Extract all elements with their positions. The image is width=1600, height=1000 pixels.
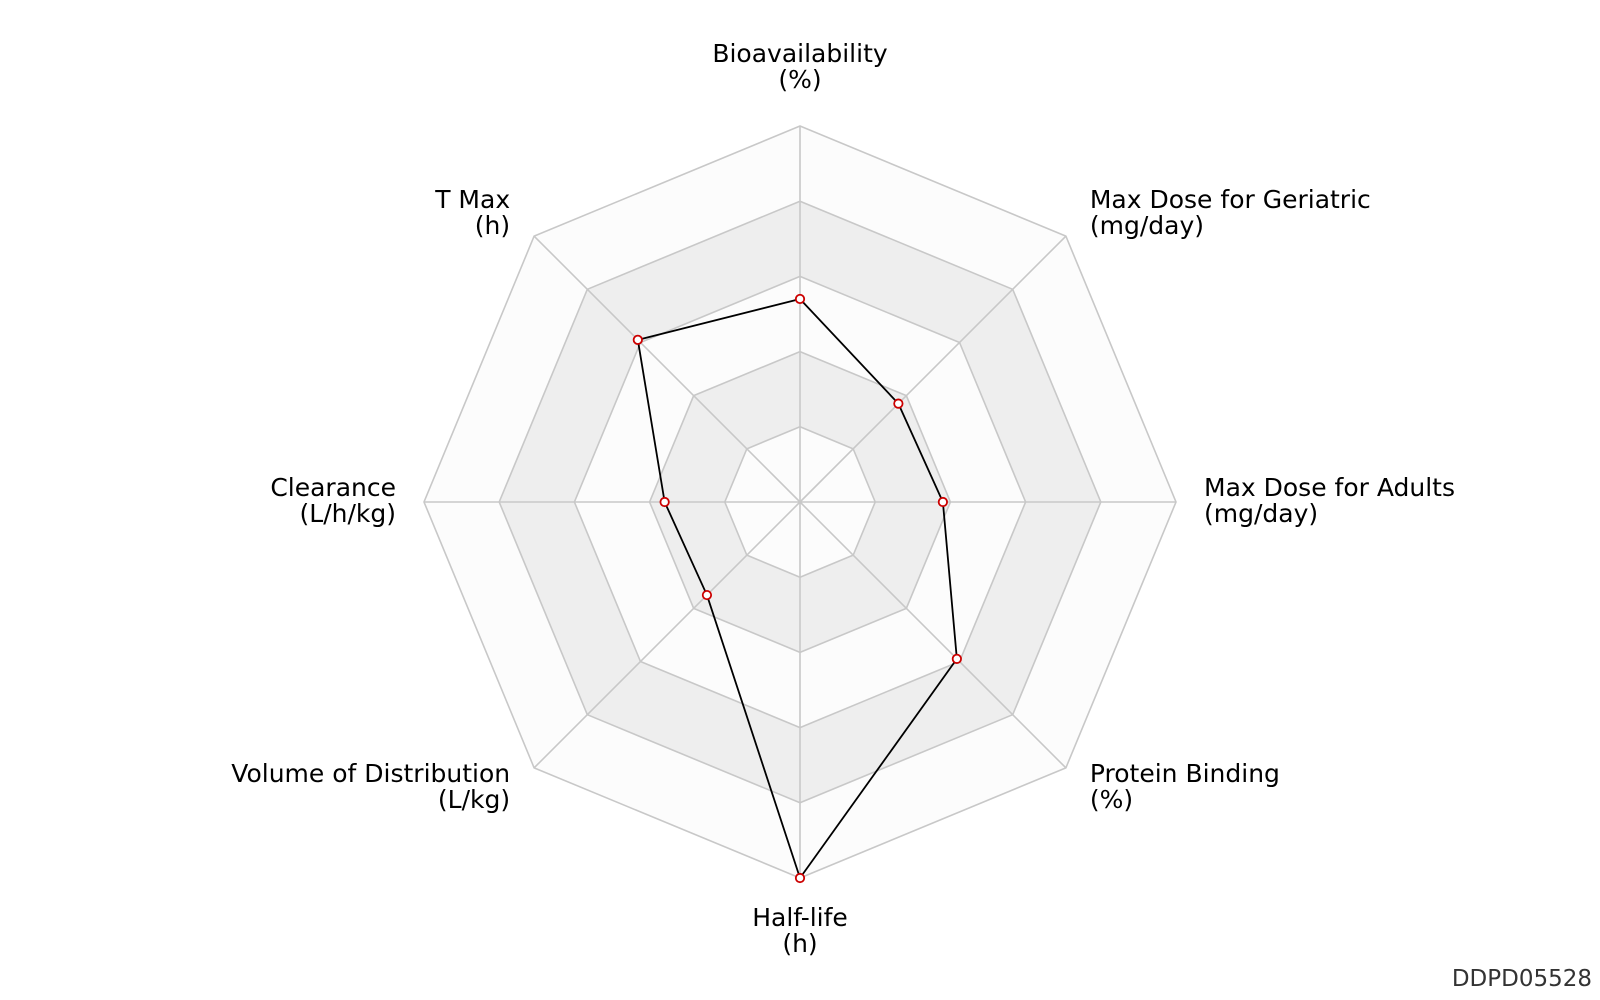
data-point-1 bbox=[794, 293, 806, 305]
axis-label-unit-3: (mg/day) bbox=[1204, 499, 1318, 528]
axis-label-name-4: Protein Binding bbox=[1090, 759, 1280, 788]
axis-label-name-8: T Max bbox=[434, 185, 510, 214]
radar-series bbox=[632, 293, 962, 884]
radar-spoke-8 bbox=[533, 235, 801, 503]
axis-label-unit-4: (%) bbox=[1090, 785, 1133, 814]
axis-label-name-1: Bioavailability bbox=[712, 39, 888, 68]
axis-label-name-2: Max Dose for Geriatric bbox=[1090, 185, 1371, 214]
axis-label-name-3: Max Dose for Adults bbox=[1204, 473, 1455, 502]
data-point-7 bbox=[659, 496, 670, 508]
radar-spoke-6 bbox=[533, 501, 801, 769]
axis-label-unit-6: (L/kg) bbox=[438, 785, 510, 814]
axis-label-unit-7: (L/h/kg) bbox=[300, 499, 396, 528]
data-point-4 bbox=[951, 653, 962, 664]
radar-spokes bbox=[424, 126, 1176, 878]
data-point-2 bbox=[893, 398, 904, 409]
axis-label-name-7: Clearance bbox=[270, 473, 396, 502]
chart-id-watermark: DDPD05528 bbox=[1451, 966, 1592, 992]
axis-label-unit-5: (h) bbox=[782, 929, 817, 958]
axis-label-unit-2: (mg/day) bbox=[1090, 211, 1204, 240]
radar-spoke-4 bbox=[799, 501, 1067, 769]
data-point-5 bbox=[794, 872, 806, 884]
axis-labels: Bioavailability(%)Max Dose for Geriatric… bbox=[231, 39, 1455, 958]
radar-spoke-2 bbox=[799, 235, 1067, 503]
axis-label-unit-1: (%) bbox=[778, 65, 821, 94]
data-point-6 bbox=[701, 589, 713, 601]
data-point-3 bbox=[937, 496, 948, 508]
axis-label-unit-8: (h) bbox=[475, 211, 510, 240]
axis-label-name-5: Half-life bbox=[752, 903, 848, 932]
data-point-8 bbox=[632, 334, 643, 345]
axis-label-name-6: Volume of Distribution bbox=[231, 759, 510, 788]
